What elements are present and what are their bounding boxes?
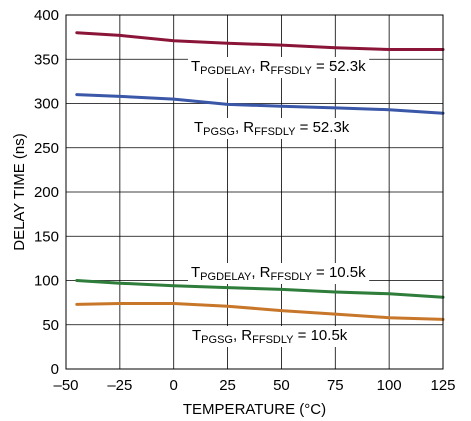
y-tick-label: 0	[51, 361, 59, 378]
series-label-3: TPGDELAY, RFFSDLY = 10.5k	[191, 264, 366, 283]
y-tick-label: 400	[34, 7, 59, 24]
series-line-1	[75, 31, 445, 51]
tick-labels: –50 –25 0 25 50 75 100 125 0 50 100 150 200 250 300 350…	[34, 7, 456, 394]
series-label-background	[188, 57, 370, 78]
y-axis-title: DELAY TIME (ns)	[11, 133, 28, 251]
series-label-background	[189, 326, 351, 347]
x-tick-label: 100	[377, 377, 402, 394]
series-label-2: TPGSG, RFFSDLY = 52.3k	[194, 119, 350, 138]
x-tick-label: –50	[53, 377, 78, 394]
x-tick-label: 75	[327, 377, 344, 394]
series-label-1: TPGDELAY, RFFSDLY = 52.3k	[191, 58, 366, 77]
x-axis-title: TEMPERATURE (°C)	[183, 401, 326, 418]
series-line-2	[75, 93, 445, 115]
x-tick-label: 125	[430, 377, 455, 394]
series-label-background	[191, 118, 353, 139]
x-tick-label: 25	[219, 377, 236, 394]
x-tick-label: 0	[170, 377, 178, 394]
plot-frame	[65, 14, 444, 370]
series-lines	[75, 31, 445, 321]
y-tick-label: 50	[42, 317, 59, 334]
y-tick-label: 350	[34, 51, 59, 68]
y-tick-label: 300	[34, 96, 59, 113]
series-label-background	[188, 263, 370, 284]
series-label-4: TPGSG, RFFSDLY = 10.5k	[192, 327, 348, 346]
x-tick-label: –25	[107, 377, 132, 394]
y-tick-label: 150	[34, 228, 59, 245]
y-tick-label: 100	[34, 273, 59, 290]
series-line-4	[75, 302, 445, 321]
y-tick-label: 250	[34, 140, 59, 157]
series-annotations: TPGDELAY, RFFSDLY = 52.3k TPGSG, RFFSDLY …	[188, 57, 370, 347]
y-tick-label: 200	[34, 184, 59, 201]
x-tick-label: 50	[273, 377, 290, 394]
series-line-3	[75, 279, 445, 299]
